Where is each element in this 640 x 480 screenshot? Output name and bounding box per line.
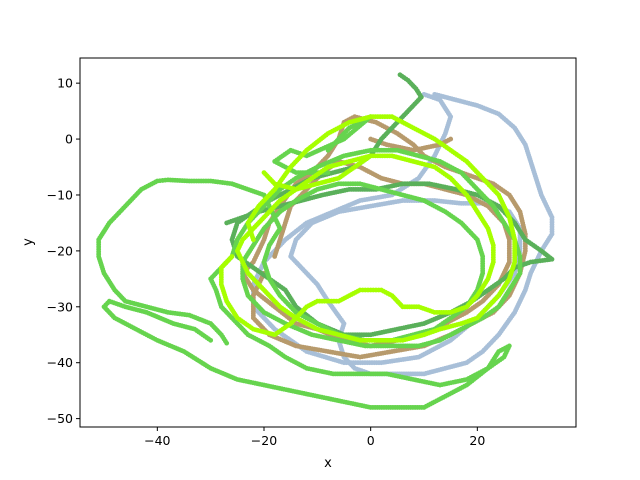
data-point: [325, 170, 331, 176]
data-point: [229, 254, 235, 259]
data-point: [272, 254, 278, 259]
x-tick-label: 20: [469, 433, 485, 448]
data-point: [224, 220, 230, 226]
series-1: [250, 91, 555, 377]
y-tick-label: −40: [47, 355, 73, 370]
series-4: [96, 114, 523, 410]
y-tick-label: −10: [47, 187, 73, 202]
data-point: [224, 340, 230, 346]
x-axis-ticks: −40 −20 0 20: [144, 427, 485, 448]
y-tick-label: −30: [47, 299, 73, 314]
x-tick-label: 0: [367, 433, 375, 448]
plot-frame: [79, 57, 577, 428]
y-tick-label: −20: [47, 243, 73, 258]
x-tick-label: −20: [251, 433, 277, 448]
x-axis-label: x: [324, 456, 332, 471]
y-tick-label: 0: [65, 132, 73, 147]
data-points: [96, 72, 555, 410]
y-axis-ticks: 10 0 −10 −20 −30 −40 −50: [47, 76, 80, 426]
y-axis-label: y: [21, 238, 36, 246]
x-tick-label: −40: [144, 433, 170, 448]
y-tick-label: −50: [47, 411, 73, 426]
y-tick-label: 10: [57, 76, 73, 91]
data-point: [448, 136, 454, 142]
data-point: [261, 170, 267, 176]
series-5: [218, 114, 518, 343]
